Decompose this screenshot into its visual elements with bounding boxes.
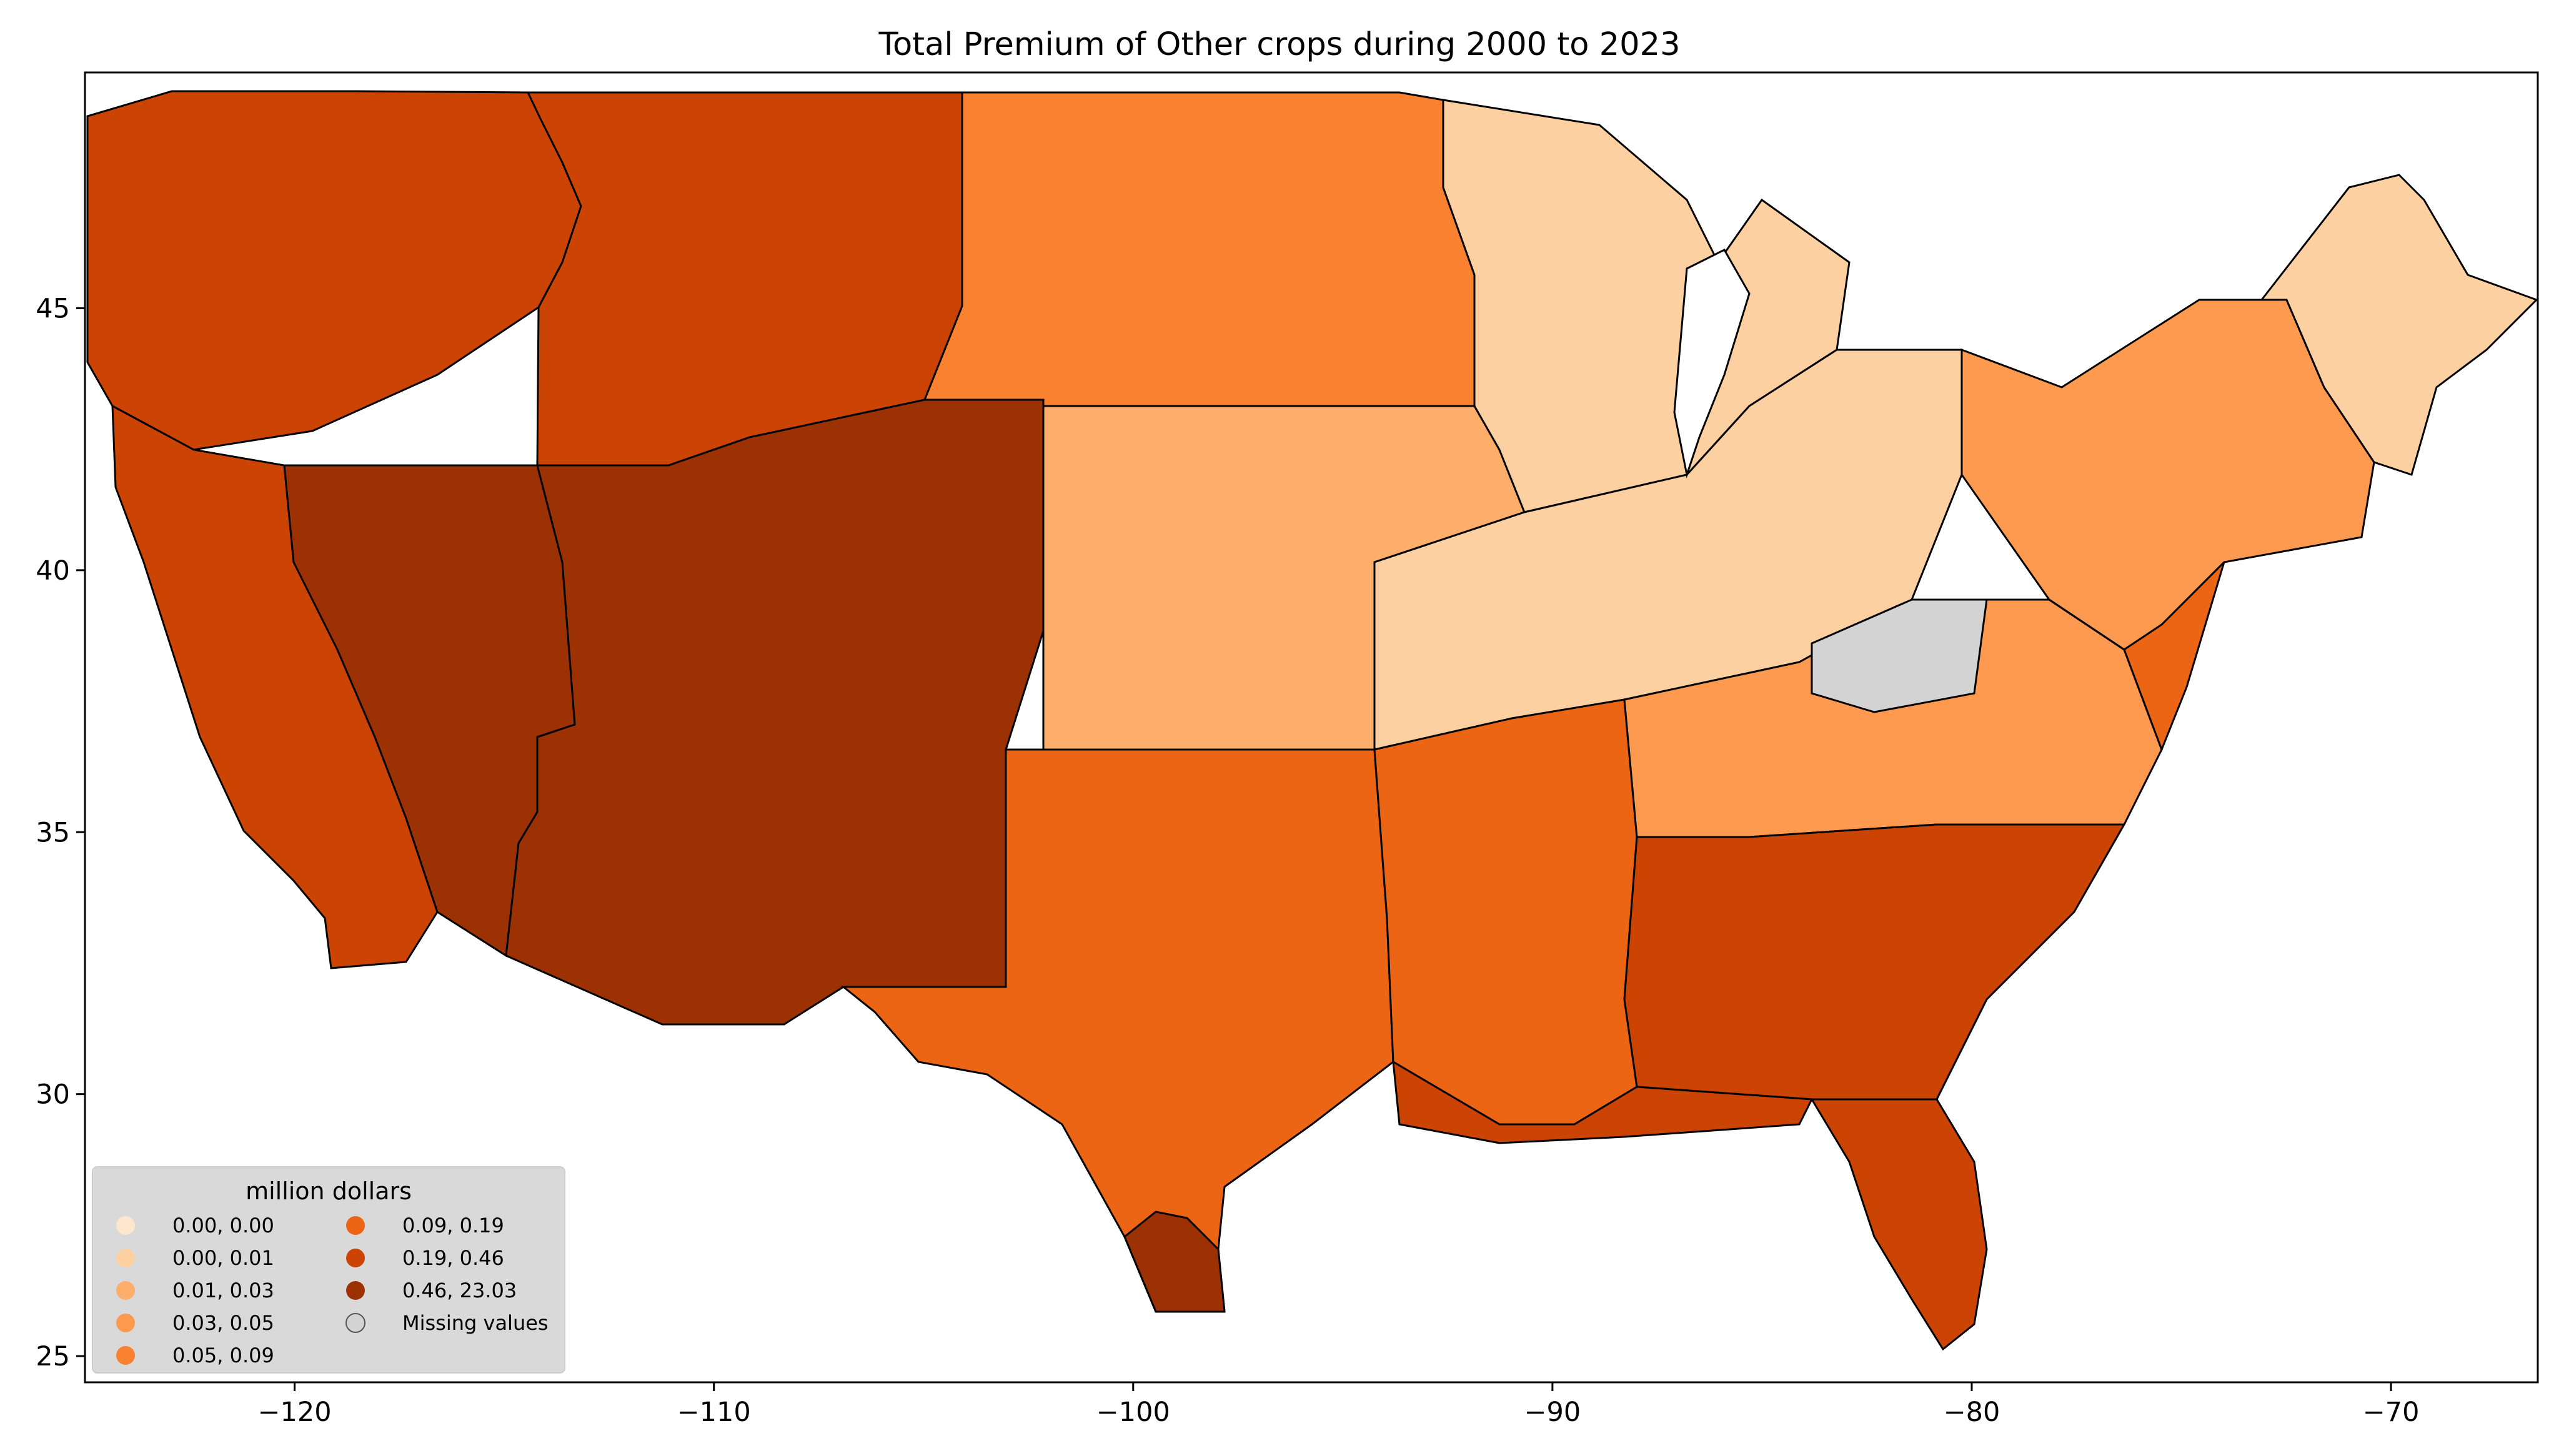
legend-swatch [346, 1216, 365, 1235]
region-kentucky [1811, 598, 1988, 713]
y-axis: 45 40 35 30 25 [36, 293, 85, 1372]
legend-label: 0.09, 0.19 [402, 1214, 504, 1237]
legend-label: 0.05, 0.09 [172, 1344, 274, 1367]
y-tick-label: 35 [36, 817, 70, 848]
legend-label: 0.03, 0.05 [172, 1311, 274, 1335]
legend-swatch [116, 1314, 135, 1332]
region-northern-plains [923, 91, 1476, 407]
region-gulf-coast [1392, 1060, 1814, 1144]
x-tick-label: −70 [2363, 1397, 2420, 1428]
legend-label: 0.46, 23.03 [402, 1279, 517, 1302]
x-tick-label: −110 [677, 1397, 751, 1428]
y-tick-label: 40 [36, 555, 70, 587]
x-tick-label: −120 [258, 1397, 332, 1428]
region-new-england [2259, 174, 2538, 476]
x-tick-label: −100 [1096, 1397, 1170, 1428]
great-lake-michigan [1673, 249, 1751, 478]
legend-label: Missing values [402, 1311, 549, 1335]
region-florida [1810, 1098, 1988, 1351]
y-tick-label: 30 [36, 1079, 70, 1111]
map-area [84, 71, 2539, 1384]
legend: million dollars 0.00, 0.00 0.00, 0.01 0.01… [92, 1166, 565, 1374]
legend-swatch [346, 1281, 365, 1300]
region-southeast [1623, 823, 2126, 1101]
legend-title: million dollars [246, 1177, 412, 1205]
region-south-texas [1123, 1211, 1226, 1313]
y-tick-label: 25 [36, 1341, 70, 1372]
x-tick-label: −80 [1944, 1397, 2000, 1428]
legend-swatch [116, 1216, 135, 1235]
x-tick-label: −90 [1524, 1397, 1581, 1428]
legend-box [92, 1166, 565, 1374]
legend-swatch [346, 1249, 365, 1267]
legend-items: 0.00, 0.00 0.00, 0.01 0.01, 0.03 0.03, 0.05… [116, 1214, 549, 1367]
legend-label: 0.00, 0.01 [172, 1246, 274, 1270]
region-delta [1373, 698, 1638, 1126]
region-southwest [505, 399, 1045, 1026]
legend-swatch [345, 1313, 365, 1333]
legend-label: 0.00, 0.00 [172, 1214, 274, 1237]
region-mid-atlantic [2049, 561, 2225, 753]
legend-swatch [116, 1346, 135, 1365]
legend-label: 0.01, 0.03 [172, 1279, 274, 1302]
legend-label: 0.19, 0.46 [402, 1246, 504, 1270]
legend-swatch [116, 1281, 135, 1300]
chart-title: Total Premium of Other crops during 2000… [878, 26, 1680, 63]
x-axis: −120 −110 −100 −90 −80 −70 [258, 1382, 2420, 1428]
y-tick-label: 45 [36, 293, 70, 324]
legend-swatch [116, 1249, 135, 1267]
